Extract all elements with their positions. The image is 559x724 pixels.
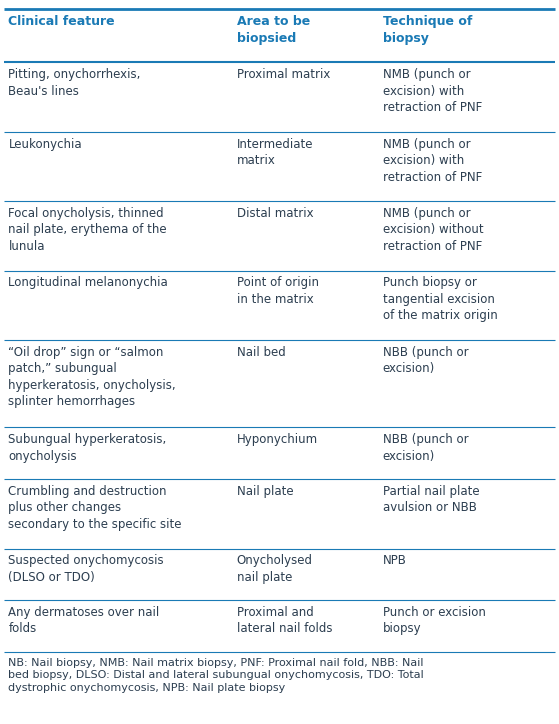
- Text: NBB (punch or
excision): NBB (punch or excision): [382, 346, 468, 375]
- Text: Point of origin
in the matrix: Point of origin in the matrix: [237, 277, 319, 306]
- Text: Focal onycholysis, thinned
nail plate, erythema of the
lunula: Focal onycholysis, thinned nail plate, e…: [8, 207, 167, 253]
- Text: “Oil drop” sign or “salmon
patch,” subungual
hyperkeratosis, onycholysis,
splint: “Oil drop” sign or “salmon patch,” subun…: [8, 346, 176, 408]
- Text: NMB (punch or
excision) with
retraction of PNF: NMB (punch or excision) with retraction …: [382, 138, 482, 184]
- Text: Distal matrix: Distal matrix: [237, 207, 314, 220]
- Text: Clinical feature: Clinical feature: [8, 15, 115, 28]
- Text: Partial nail plate
avulsion or NBB: Partial nail plate avulsion or NBB: [382, 485, 479, 514]
- Text: Longitudinal melanonychia: Longitudinal melanonychia: [8, 277, 168, 290]
- Text: Suspected onychomycosis
(DLSO or TDO): Suspected onychomycosis (DLSO or TDO): [8, 554, 164, 584]
- Text: NB: Nail biopsy, NMB: Nail matrix biopsy, PNF: Proximal nail fold, NBB: Nail
bed: NB: Nail biopsy, NMB: Nail matrix biopsy…: [8, 657, 424, 693]
- Text: Technique of
biopsy: Technique of biopsy: [382, 15, 472, 45]
- Text: Onycholysed
nail plate: Onycholysed nail plate: [237, 554, 312, 584]
- Text: NMB (punch or
excision) without
retraction of PNF: NMB (punch or excision) without retracti…: [382, 207, 483, 253]
- Text: Any dermatoses over nail
folds: Any dermatoses over nail folds: [8, 606, 160, 636]
- Text: Punch biopsy or
tangential excision
of the matrix origin: Punch biopsy or tangential excision of t…: [382, 277, 498, 322]
- Text: NPB: NPB: [382, 554, 406, 567]
- Text: Crumbling and destruction
plus other changes
secondary to the specific site: Crumbling and destruction plus other cha…: [8, 485, 182, 531]
- Text: NBB (punch or
excision): NBB (punch or excision): [382, 433, 468, 463]
- Text: Hyponychium: Hyponychium: [237, 433, 318, 446]
- Text: Intermediate
matrix: Intermediate matrix: [237, 138, 313, 167]
- Text: Pitting, onychorrhexis,
Beau's lines: Pitting, onychorrhexis, Beau's lines: [8, 68, 141, 98]
- Text: NMB (punch or
excision) with
retraction of PNF: NMB (punch or excision) with retraction …: [382, 68, 482, 114]
- Text: Area to be
biopsied: Area to be biopsied: [237, 15, 310, 45]
- Text: Punch or excision
biopsy: Punch or excision biopsy: [382, 606, 485, 636]
- Text: Leukonychia: Leukonychia: [8, 138, 82, 151]
- Text: Nail bed: Nail bed: [237, 346, 286, 359]
- Text: Proximal matrix: Proximal matrix: [237, 68, 330, 81]
- Text: Subungual hyperkeratosis,
onycholysis: Subungual hyperkeratosis, onycholysis: [8, 433, 167, 463]
- Text: Proximal and
lateral nail folds: Proximal and lateral nail folds: [237, 606, 332, 636]
- Text: Nail plate: Nail plate: [237, 485, 293, 498]
